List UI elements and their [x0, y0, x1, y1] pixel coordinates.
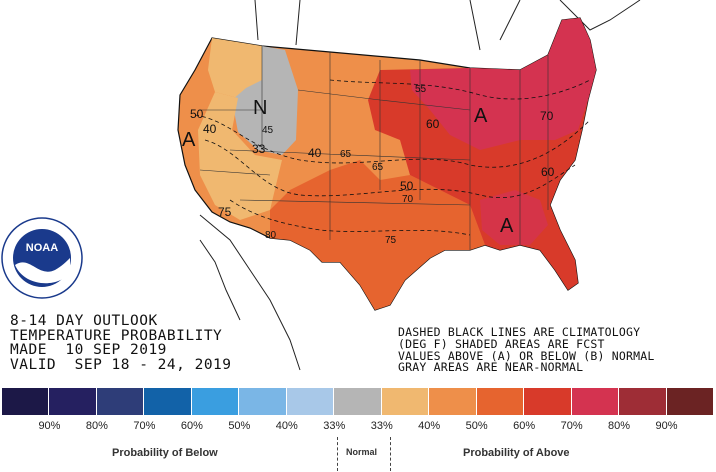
legend-label: 80%: [608, 420, 631, 432]
legend-swatch: [2, 388, 50, 415]
probability-labels: 90% 80% 70% 60% 50% 40% 33% 33% 40% 50% 60% 70% 80% 9…: [2, 420, 714, 436]
climatology-label: 40: [203, 122, 217, 136]
legend-label: 60%: [180, 420, 203, 432]
legend-label: 50%: [228, 420, 251, 432]
legend-label: 60%: [513, 420, 536, 432]
legend-label: 50%: [465, 420, 488, 432]
outlook-title: 8-14 DAY OUTLOOK: [10, 313, 158, 329]
legend-swatch: [666, 388, 715, 415]
noaa-logo: NOAA: [1, 217, 83, 299]
climatology-label: 65: [372, 162, 384, 173]
legend-swatch: [334, 388, 382, 415]
climatology-label: 70: [402, 194, 414, 205]
temperature-outlook-map: 50 40 75 80 33 45 40 65 65 50 70 75 55 6…: [1, 0, 641, 371]
climatology-label: 45: [262, 125, 274, 136]
above-normal-marker: A: [500, 215, 514, 237]
normal-title: Normal: [346, 447, 378, 457]
climatology-label: 33: [252, 142, 266, 156]
legend-swatch: [476, 388, 525, 415]
note-line: DASHED BLACK LINES ARE CLIMATOLOGY: [398, 325, 641, 339]
legend-swatch: [239, 388, 287, 415]
legend-swatch: [429, 388, 477, 415]
outlook-title-block: 8-14 DAY OUTLOOK TEMPERATURE PROBABILITY M…: [10, 314, 232, 372]
below-title: Probability of Below: [112, 447, 218, 459]
climatology-label: 75: [385, 235, 397, 246]
legend-label: 70%: [133, 420, 156, 432]
legend-label: 90%: [38, 420, 61, 432]
climatology-label: 50: [400, 179, 414, 193]
climatology-label: 60: [541, 165, 555, 179]
legend-label: 90%: [655, 420, 678, 432]
legend-swatch: [96, 388, 145, 415]
legend-label: 33%: [323, 420, 346, 432]
legend-swatch: [619, 388, 667, 415]
valid-dates: VALID SEP 18 - 24, 2019: [10, 356, 232, 373]
legend-swatch: [524, 388, 572, 415]
legend-swatch: [286, 388, 335, 415]
legend-swatch: [571, 388, 620, 415]
note-line: GRAY AREAS ARE NEAR-NORMAL: [398, 360, 584, 375]
climatology-label: 55: [415, 84, 427, 95]
above-normal-marker: A: [182, 129, 196, 151]
made-date: MADE 10 SEP 2019: [10, 342, 167, 358]
legend-label: 40%: [275, 420, 298, 432]
climatology-label: 80: [265, 230, 277, 241]
above-title: Probability of Above: [463, 447, 570, 459]
climatology-label: 65: [340, 149, 352, 160]
legend-label: 40%: [418, 420, 441, 432]
noaa-logo-text: NOAA: [26, 242, 58, 254]
climatology-label: 60: [426, 117, 440, 131]
legend-swatch: [144, 388, 192, 415]
legend-swatch: [49, 388, 97, 415]
outlook-subtitle: TEMPERATURE PROBABILITY: [10, 327, 223, 344]
probability-color-scale: [2, 388, 715, 415]
legend-label: 80%: [85, 420, 108, 432]
note-line: (DEG F) SHADED AREAS ARE FCST: [398, 336, 605, 351]
climatology-label: 50: [190, 107, 204, 121]
climatology-label: 40: [308, 146, 322, 160]
climatology-label: 75: [218, 205, 232, 219]
legend-divider: [337, 437, 338, 471]
note-line: VALUES ABOVE (A) OR BELOW (B) NORMAL: [398, 348, 655, 363]
near-normal-marker: N: [253, 97, 267, 119]
above-normal-marker: A: [474, 105, 488, 127]
legend-divider: [390, 437, 391, 471]
map-notes: DASHED BLACK LINES ARE CLIMATOLOGY (DEG F…: [398, 325, 655, 375]
legend-label: 33%: [370, 420, 393, 432]
near-normal-area: [232, 46, 298, 155]
legend-swatch: [191, 388, 240, 415]
legend-swatch: [381, 388, 430, 415]
legend-label: 70%: [560, 420, 583, 432]
climatology-label: 70: [540, 109, 554, 123]
